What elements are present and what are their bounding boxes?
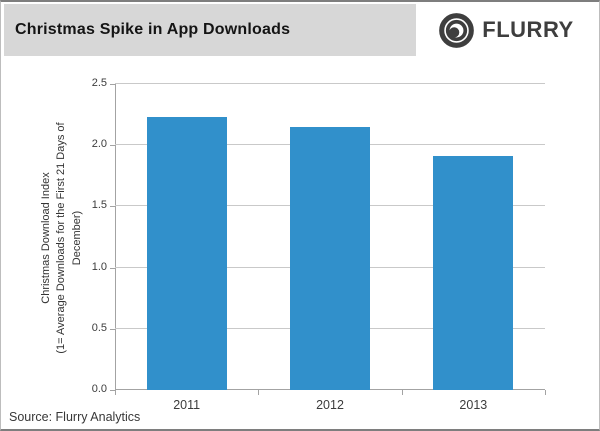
- bar-2013: [433, 156, 514, 390]
- x-axis-label: 2013: [459, 398, 488, 412]
- header: Christmas Spike in App Downloads FLURRY: [4, 4, 596, 56]
- title-bar: Christmas Spike in App Downloads: [4, 4, 416, 56]
- y-axis-tick: [110, 268, 115, 269]
- gridline: [115, 83, 545, 84]
- y-axis-tick-label: 1.5: [91, 199, 107, 212]
- y-axis-title: Christmas Download Index (1= Average Dow…: [40, 122, 83, 354]
- x-axis-label: 2012: [316, 398, 344, 412]
- y-axis-tick-label: 2.5: [91, 77, 107, 89]
- y-axis-tick-label: 0.0: [91, 383, 107, 395]
- y-axis-tick-label: 1.0: [91, 260, 107, 273]
- flurry-lens-icon: [439, 12, 475, 48]
- y-axis-tick: [110, 145, 115, 146]
- y-axis-tick: [110, 329, 115, 330]
- y-axis-tick: [110, 390, 115, 391]
- x-axis-tick: [258, 390, 260, 395]
- y-axis-tick-label: 0.5: [91, 321, 107, 334]
- x-axis-label: 2011: [173, 398, 201, 412]
- x-axis-tick: [115, 390, 116, 395]
- y-axis-tick: [110, 84, 115, 85]
- y-axis-tick: [110, 206, 115, 207]
- bar-2011: [146, 117, 227, 390]
- flurry-logo-text: FLURRY: [482, 17, 574, 42]
- source-note: Source: Flurry Analytics: [9, 410, 141, 424]
- bar-2012: [290, 126, 370, 390]
- x-axis-tick: [401, 390, 403, 395]
- x-axis-tick: [545, 390, 546, 395]
- page-title: Christmas Spike in App Downloads: [15, 21, 291, 38]
- y-axis-tick-label: 2.0: [91, 138, 107, 151]
- flurry-logo: FLURRY: [416, 4, 596, 56]
